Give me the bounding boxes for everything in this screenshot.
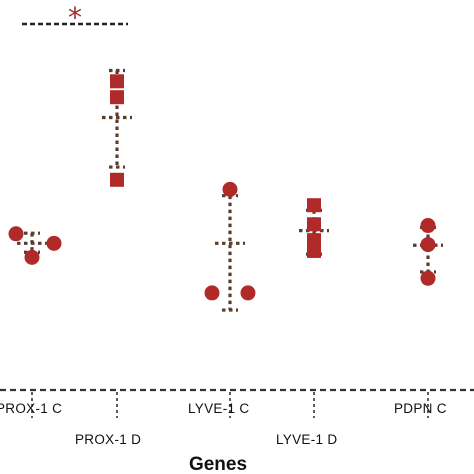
data-point-lyve-1-d <box>307 243 321 258</box>
data-point-lyve-1-d <box>307 233 321 248</box>
data-point-lyve-1-d <box>307 198 321 213</box>
x-tick-label-lyve-1-c: LYVE-1 C <box>188 401 249 416</box>
x-axis-title: Genes <box>189 454 247 474</box>
x-ticks <box>31 392 429 418</box>
data-point-lyve-1-c <box>222 181 238 197</box>
data-point-pdpn-c <box>420 270 436 286</box>
x-tick-label-pdpn-c: PDPN C <box>394 401 447 416</box>
data-point-lyve-1-c <box>240 285 256 301</box>
data-point-lyve-1-d <box>307 217 321 232</box>
data-point-prox-1-d <box>110 74 124 89</box>
x-tick-labels: PROX-1 C PROX-1 D LYVE-1 C LYVE-1 D PDPN C <box>0 401 447 447</box>
data-point-lyve-1-c <box>204 285 220 301</box>
data-point-prox-1-c <box>46 235 62 251</box>
significance-star: * <box>68 1 82 34</box>
data-point-prox-1-d <box>110 172 124 187</box>
data-point-prox-1-c <box>8 226 24 242</box>
x-tick-label-prox-1-c: PROX-1 C <box>0 401 62 416</box>
significance-annotation: * <box>22 1 128 34</box>
data-point-pdpn-c <box>420 218 436 234</box>
x-tick-label-prox-1-d: PROX-1 D <box>75 432 141 447</box>
x-tick-label-lyve-1-d: LYVE-1 D <box>276 432 337 447</box>
data-points <box>8 74 436 301</box>
data-point-prox-1-d <box>110 90 124 105</box>
data-point-prox-1-c <box>24 249 40 265</box>
data-point-pdpn-c <box>420 237 436 253</box>
